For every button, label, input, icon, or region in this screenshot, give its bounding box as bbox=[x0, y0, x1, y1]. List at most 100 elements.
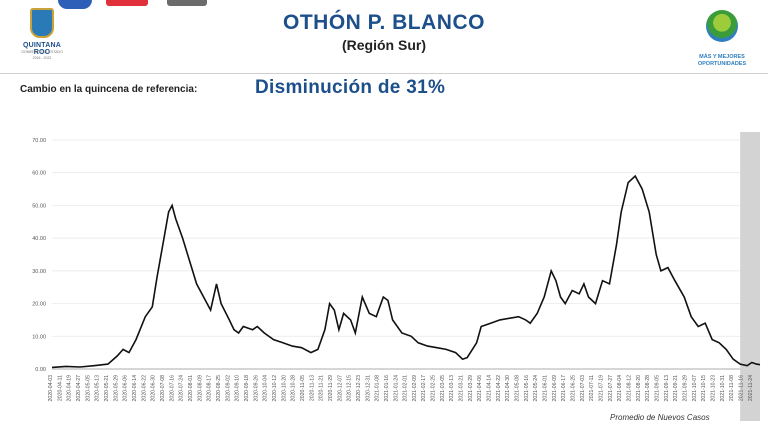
highlight-band bbox=[740, 132, 760, 421]
series-line bbox=[51, 174, 761, 369]
x-tick-label: 2021-06-01 bbox=[543, 375, 549, 402]
x-tick-label: 2020-12-23 bbox=[356, 375, 362, 402]
x-tick-label: 2021-02-17 bbox=[421, 375, 427, 402]
x-tick-label: 2020-11-13 bbox=[309, 375, 315, 401]
x-tick-label: 2020-12-31 bbox=[365, 375, 371, 402]
x-tick-label: 2021-10-07 bbox=[692, 375, 698, 402]
x-tick-label: 2021-04-22 bbox=[496, 375, 502, 402]
x-tick-label: 2021-02-25 bbox=[431, 375, 437, 402]
x-tick-label: 2021-10-23 bbox=[711, 375, 717, 402]
x-tick-label: 2021-09-29 bbox=[683, 375, 689, 402]
x-tick-label: 2021-09-21 bbox=[673, 375, 679, 402]
logo-slogan-line2: OPORTUNIDADES bbox=[697, 61, 747, 67]
x-axis: 2020-04-03 2020-04-11 2020-04-19 2020-04-27… bbox=[48, 375, 754, 402]
x-tick-label: 2021-03-05 bbox=[440, 375, 446, 402]
x-tick-label: 2021-07-19 bbox=[599, 375, 605, 402]
x-tick-label: 2020-09-26 bbox=[253, 375, 259, 402]
x-tick-label: 2021-03-21 bbox=[459, 375, 465, 402]
x-tick-label: 2020-07-08 bbox=[160, 375, 166, 402]
top-tab-blue bbox=[58, 0, 92, 9]
x-tick-label: 2021-04-14 bbox=[487, 375, 493, 402]
x-tick-label: 2020-06-22 bbox=[141, 375, 147, 402]
y-tick-label: 70.00 bbox=[32, 138, 46, 144]
x-tick-label: 2021-01-08 bbox=[375, 375, 381, 402]
oportunidades-logo: MÁS Y MEJORES OPORTUNIDADES bbox=[690, 10, 754, 72]
x-tick-label: 2021-10-31 bbox=[720, 375, 726, 402]
x-tick-label: 2021-01-24 bbox=[393, 375, 399, 402]
header-divider bbox=[0, 73, 768, 74]
x-tick-label: 2021-11-16 bbox=[739, 375, 745, 401]
x-tick-label: 2020-09-18 bbox=[244, 375, 250, 402]
logo-text-years: 2016 - 2022 bbox=[32, 56, 52, 60]
x-tick-label: 2021-02-09 bbox=[412, 375, 418, 402]
coat-of-arms-icon bbox=[30, 8, 54, 38]
x-tick-label: 2021-06-17 bbox=[561, 375, 567, 402]
x-tick-label: 2021-03-29 bbox=[468, 375, 474, 402]
y-tick-label: 10.00 bbox=[32, 334, 46, 340]
x-tick-label: 2020-06-30 bbox=[151, 375, 157, 402]
x-tick-label: 2020-08-09 bbox=[197, 375, 203, 402]
x-tick-label: 2021-04-06 bbox=[477, 375, 483, 402]
x-tick-label: 2021-06-25 bbox=[571, 375, 577, 402]
x-tick-label: 2020-07-16 bbox=[169, 375, 175, 402]
x-tick-label: 2020-12-15 bbox=[347, 375, 353, 402]
chart-grid bbox=[52, 139, 760, 370]
logo-text-state: QUINTANA ROO bbox=[22, 42, 62, 56]
x-tick-label: 2020-11-29 bbox=[328, 375, 334, 401]
tree-icon bbox=[706, 10, 738, 42]
x-tick-label: 2021-02-01 bbox=[403, 375, 409, 402]
x-tick-label: 2020-08-01 bbox=[188, 375, 194, 402]
x-tick-label: 2020-05-29 bbox=[113, 375, 119, 402]
x-tick-label: 2021-09-05 bbox=[655, 375, 661, 402]
x-tick-label: 2020-10-28 bbox=[291, 375, 297, 402]
x-tick-label: 2021-07-11 bbox=[589, 375, 595, 401]
x-tick-label: 2021-06-09 bbox=[552, 375, 558, 402]
cases-line-chart: 0.0010.0020.0030.0040.0050.0060.0070.00 … bbox=[32, 132, 761, 421]
x-tick-label: 2020-06-14 bbox=[132, 375, 138, 402]
x-tick-label: 2021-05-08 bbox=[515, 375, 521, 402]
x-tick-label: 2020-08-25 bbox=[216, 375, 222, 402]
y-tick-label: 30.00 bbox=[32, 269, 46, 275]
x-tick-label: 2020-05-21 bbox=[104, 375, 110, 402]
reference-value: Disminución de 31% bbox=[255, 77, 446, 98]
x-tick-label: 2020-04-11 bbox=[57, 375, 63, 401]
logo-slogan-line1: MÁS Y MEJORES bbox=[699, 54, 745, 60]
y-tick-label: 60.00 bbox=[32, 171, 46, 177]
x-tick-label: 2020-11-05 bbox=[300, 375, 306, 401]
x-tick-label: 2020-04-27 bbox=[76, 375, 82, 402]
x-tick-label: 2021-01-16 bbox=[384, 375, 390, 402]
x-tick-label: 2021-09-13 bbox=[664, 375, 670, 402]
x-tick-label: 2020-05-13 bbox=[95, 375, 101, 402]
x-tick-label: 2021-11-24 bbox=[748, 375, 754, 401]
x-tick-label: 2020-11-21 bbox=[319, 375, 325, 401]
source-note: Promedio de Nuevos Casos bbox=[610, 413, 710, 422]
x-tick-label: 2020-10-12 bbox=[272, 375, 278, 402]
quintana-roo-logo: QUINTANA ROO GOBIERNO DEL ESTADO 2016 - … bbox=[18, 8, 66, 66]
x-tick-label: 2021-08-28 bbox=[645, 375, 651, 402]
y-axis: 0.00 10.00 20.00 30.00 40.00 50.00 60.00 70.00 bbox=[32, 138, 46, 373]
x-tick-label: 2020-10-20 bbox=[281, 375, 287, 402]
y-tick-label: 0.00 bbox=[35, 367, 46, 373]
x-tick-label: 2021-05-16 bbox=[524, 375, 530, 402]
x-tick-label: 2020-09-02 bbox=[225, 375, 231, 402]
x-tick-label: 2021-08-20 bbox=[636, 375, 642, 402]
top-tab-gray bbox=[167, 0, 207, 6]
x-tick-label: 2021-10-15 bbox=[701, 375, 707, 402]
x-tick-label: 2021-07-27 bbox=[608, 375, 614, 402]
page-subtitle: (Región Sur) bbox=[342, 37, 426, 53]
x-tick-label: 2021-04-30 bbox=[505, 375, 511, 402]
x-tick-label: 2021-08-04 bbox=[617, 375, 623, 402]
y-tick-label: 50.00 bbox=[32, 203, 46, 209]
page-title: OTHÓN P. BLANCO bbox=[283, 11, 485, 34]
x-tick-label: 2021-08-12 bbox=[627, 375, 633, 402]
x-tick-label: 2020-10-04 bbox=[263, 375, 269, 402]
x-tick-label: 2020-08-17 bbox=[207, 375, 213, 402]
x-tick-label: 2021-07-03 bbox=[580, 375, 586, 402]
top-tab-red bbox=[106, 0, 148, 6]
reference-label: Cambio en la quincena de referencia: bbox=[20, 84, 198, 95]
x-tick-label: 2020-06-06 bbox=[123, 375, 129, 402]
x-tick-label: 2020-09-10 bbox=[235, 375, 241, 402]
x-tick-label: 2020-04-19 bbox=[67, 375, 73, 402]
x-tick-label: 2020-05-05 bbox=[85, 375, 91, 402]
x-tick-label: 2021-03-13 bbox=[449, 375, 455, 402]
